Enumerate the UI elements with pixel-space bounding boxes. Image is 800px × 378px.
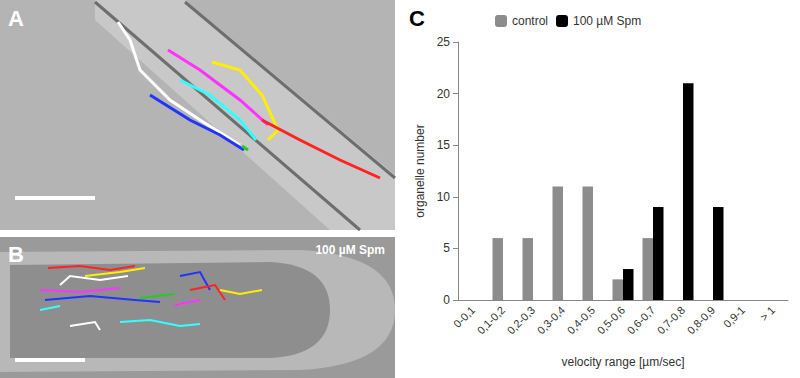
svg-text:0,7-0,8: 0,7-0,8 bbox=[655, 304, 688, 337]
svg-text:velocity range [µm/sec]: velocity range [µm/sec] bbox=[562, 355, 685, 369]
svg-text:25: 25 bbox=[437, 35, 451, 49]
svg-text:control: control bbox=[512, 14, 548, 28]
svg-text:100 µM Spm: 100 µM Spm bbox=[573, 14, 641, 28]
svg-text:15: 15 bbox=[437, 138, 451, 152]
svg-text:0-0,1: 0-0,1 bbox=[451, 304, 477, 330]
svg-text:100 µM Spm: 100 µM Spm bbox=[315, 243, 385, 257]
svg-text:0,5-0,6: 0,5-0,6 bbox=[595, 304, 628, 337]
svg-text:B: B bbox=[8, 242, 24, 267]
svg-text:organelle number: organelle number bbox=[413, 124, 427, 217]
svg-text:C: C bbox=[409, 6, 425, 31]
svg-text:0,4-0,5: 0,4-0,5 bbox=[565, 304, 598, 337]
svg-text:5: 5 bbox=[443, 241, 450, 255]
svg-text:0,2-0,3: 0,2-0,3 bbox=[505, 304, 538, 337]
svg-text:0,9-1: 0,9-1 bbox=[721, 304, 747, 330]
svg-text:0,1-0,2: 0,1-0,2 bbox=[475, 304, 508, 337]
svg-text:10: 10 bbox=[437, 190, 451, 204]
svg-text:20: 20 bbox=[437, 87, 451, 101]
svg-text:> 1: > 1 bbox=[758, 304, 778, 324]
svg-text:0,3-0,4: 0,3-0,4 bbox=[535, 304, 568, 337]
svg-text:A: A bbox=[8, 6, 24, 31]
svg-text:0: 0 bbox=[443, 293, 450, 307]
svg-text:0,6-0,7: 0,6-0,7 bbox=[625, 304, 658, 337]
svg-text:0,8-0,9: 0,8-0,9 bbox=[685, 304, 718, 337]
